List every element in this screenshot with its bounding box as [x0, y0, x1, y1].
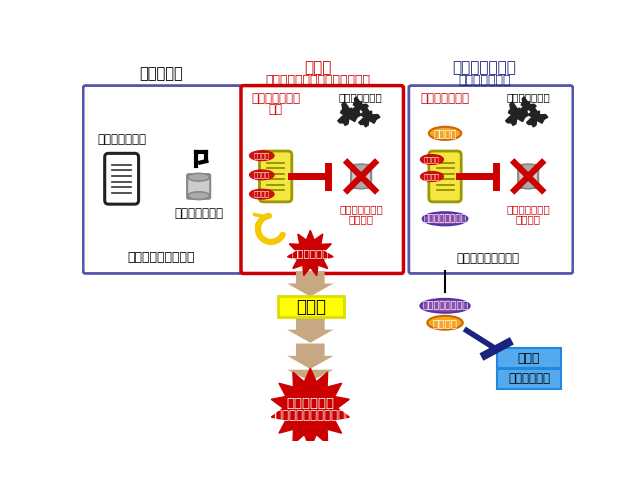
- Polygon shape: [506, 102, 529, 125]
- Text: 酸化ストレス: 酸化ストレス: [292, 248, 329, 258]
- Polygon shape: [351, 97, 369, 114]
- FancyBboxPatch shape: [259, 151, 292, 202]
- Text: 老化時における: 老化時における: [452, 60, 516, 75]
- Ellipse shape: [420, 154, 444, 164]
- Ellipse shape: [428, 316, 463, 330]
- Text: セサミン: セサミン: [433, 128, 457, 138]
- Text: 抗酸化剤の摄取: 抗酸化剤の摄取: [458, 74, 511, 87]
- Ellipse shape: [429, 127, 461, 140]
- FancyBboxPatch shape: [429, 151, 461, 202]
- Text: （アルツハイマー病など）: （アルツハイマー病など）: [268, 409, 352, 422]
- Ellipse shape: [250, 189, 274, 199]
- Ellipse shape: [422, 212, 467, 225]
- Polygon shape: [287, 271, 333, 297]
- Ellipse shape: [519, 164, 538, 172]
- FancyBboxPatch shape: [351, 165, 371, 188]
- FancyBboxPatch shape: [278, 296, 344, 317]
- Ellipse shape: [352, 164, 371, 172]
- Ellipse shape: [519, 181, 538, 189]
- FancyBboxPatch shape: [497, 348, 561, 368]
- Text: 正常な酸化還元状態: 正常な酸化還元状態: [457, 251, 520, 264]
- Polygon shape: [271, 368, 349, 448]
- Text: タンパク凝集体: タンパク凝集体: [339, 92, 382, 102]
- Text: プロテアソーム: プロテアソーム: [339, 204, 383, 214]
- Polygon shape: [287, 230, 333, 276]
- Ellipse shape: [250, 150, 274, 161]
- FancyBboxPatch shape: [105, 153, 139, 204]
- Text: 神経変性疾患: 神経変性疾患: [286, 397, 334, 410]
- FancyBboxPatch shape: [241, 86, 403, 273]
- Polygon shape: [358, 105, 380, 127]
- Text: 機能低下: 機能低下: [349, 214, 374, 225]
- Polygon shape: [287, 370, 333, 381]
- Text: 正常な細胞: 正常な細胞: [139, 66, 183, 81]
- Text: 神経変性疾患: 神経変性疾患: [508, 372, 550, 386]
- Text: プロテアソーム: プロテアソーム: [506, 204, 550, 214]
- Ellipse shape: [420, 299, 470, 313]
- Text: 活性酸素: 活性酸素: [254, 172, 270, 178]
- Text: 細胞死: 細胞死: [518, 351, 540, 365]
- Polygon shape: [519, 97, 536, 114]
- Text: 損傷: 損傷: [269, 103, 283, 116]
- FancyBboxPatch shape: [497, 369, 561, 389]
- Text: ミトコンドリア: ミトコンドリア: [420, 92, 470, 105]
- FancyBboxPatch shape: [83, 86, 242, 273]
- Text: （プロテアソーム活性が低下）: （プロテアソーム活性が低下）: [266, 74, 371, 87]
- Ellipse shape: [188, 173, 209, 181]
- Text: レスベラトロール: レスベラトロール: [424, 214, 467, 223]
- Ellipse shape: [250, 170, 274, 180]
- Polygon shape: [287, 344, 333, 369]
- Text: 機能低下: 機能低下: [516, 214, 541, 225]
- Text: ミトコンドリア: ミトコンドリア: [97, 133, 146, 146]
- Polygon shape: [527, 105, 548, 127]
- FancyBboxPatch shape: [187, 174, 210, 199]
- Text: 活性酸素: 活性酸素: [254, 191, 270, 198]
- Text: レスベラトロール: レスベラトロール: [422, 301, 468, 310]
- Ellipse shape: [188, 192, 209, 199]
- Ellipse shape: [352, 181, 371, 189]
- Text: セサミン: セサミン: [433, 318, 458, 328]
- Polygon shape: [287, 317, 333, 343]
- Text: ミトコンドリア: ミトコンドリア: [251, 92, 300, 105]
- Text: 正常な酸化還元状態: 正常な酸化還元状態: [127, 251, 195, 264]
- Ellipse shape: [420, 171, 444, 182]
- Text: プロテアソーム: プロテアソーム: [174, 207, 223, 220]
- Text: 細胞死: 細胞死: [296, 297, 326, 316]
- FancyBboxPatch shape: [518, 165, 538, 188]
- Text: 活性酸素: 活性酸素: [424, 173, 440, 180]
- Text: タンパク凝集体: タンパク凝集体: [506, 92, 550, 102]
- Text: 老化時: 老化時: [304, 60, 332, 75]
- FancyBboxPatch shape: [409, 86, 573, 273]
- Text: 活性酸素: 活性酸素: [424, 156, 440, 163]
- Text: 活性酸素: 活性酸素: [254, 152, 270, 159]
- Polygon shape: [338, 102, 361, 125]
